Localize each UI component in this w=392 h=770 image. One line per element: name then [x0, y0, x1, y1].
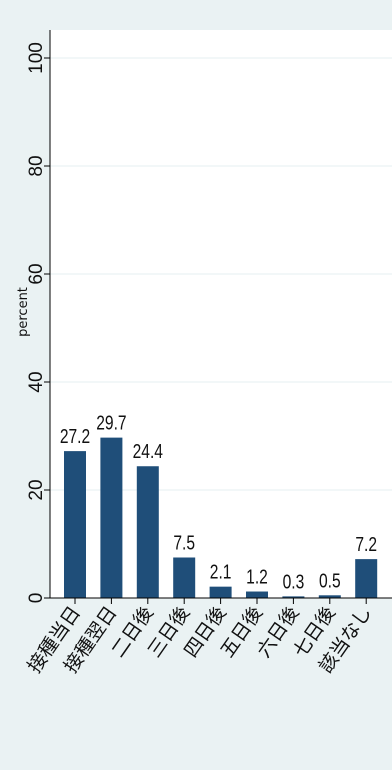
value-label: 0.5 — [319, 569, 341, 591]
bar — [173, 557, 196, 598]
bar — [209, 586, 232, 598]
value-label: 7.5 — [173, 532, 195, 554]
bar — [318, 595, 341, 598]
y-ticks: 0 20 40 60 80 100 — [26, 42, 50, 603]
bar — [136, 466, 159, 598]
value-label: 0.3 — [283, 571, 305, 593]
y-tick-label: 80 — [26, 155, 47, 176]
y-tick-label: 40 — [26, 371, 47, 392]
y-tick-label: 20 — [26, 479, 47, 500]
y-tick-label: 100 — [26, 42, 47, 74]
value-label: 29.7 — [96, 412, 126, 434]
y-tick-label: 60 — [26, 263, 47, 284]
bar — [282, 596, 305, 598]
value-label: 7.2 — [355, 533, 377, 555]
value-label: 24.4 — [133, 440, 163, 462]
value-labels: 27.2 29.7 24.4 7.5 2.1 1.2 0.3 0.5 7.2 — [60, 412, 377, 593]
bar — [100, 437, 123, 598]
value-label: 27.2 — [60, 425, 90, 447]
value-label: 2.1 — [210, 561, 232, 583]
bars — [64, 437, 378, 598]
bar — [64, 451, 86, 598]
bar — [246, 591, 268, 598]
bar — [355, 559, 378, 598]
y-tick-label: 0 — [26, 593, 47, 604]
y-axis-title: percent — [16, 287, 31, 337]
value-label: 1.2 — [246, 566, 268, 588]
